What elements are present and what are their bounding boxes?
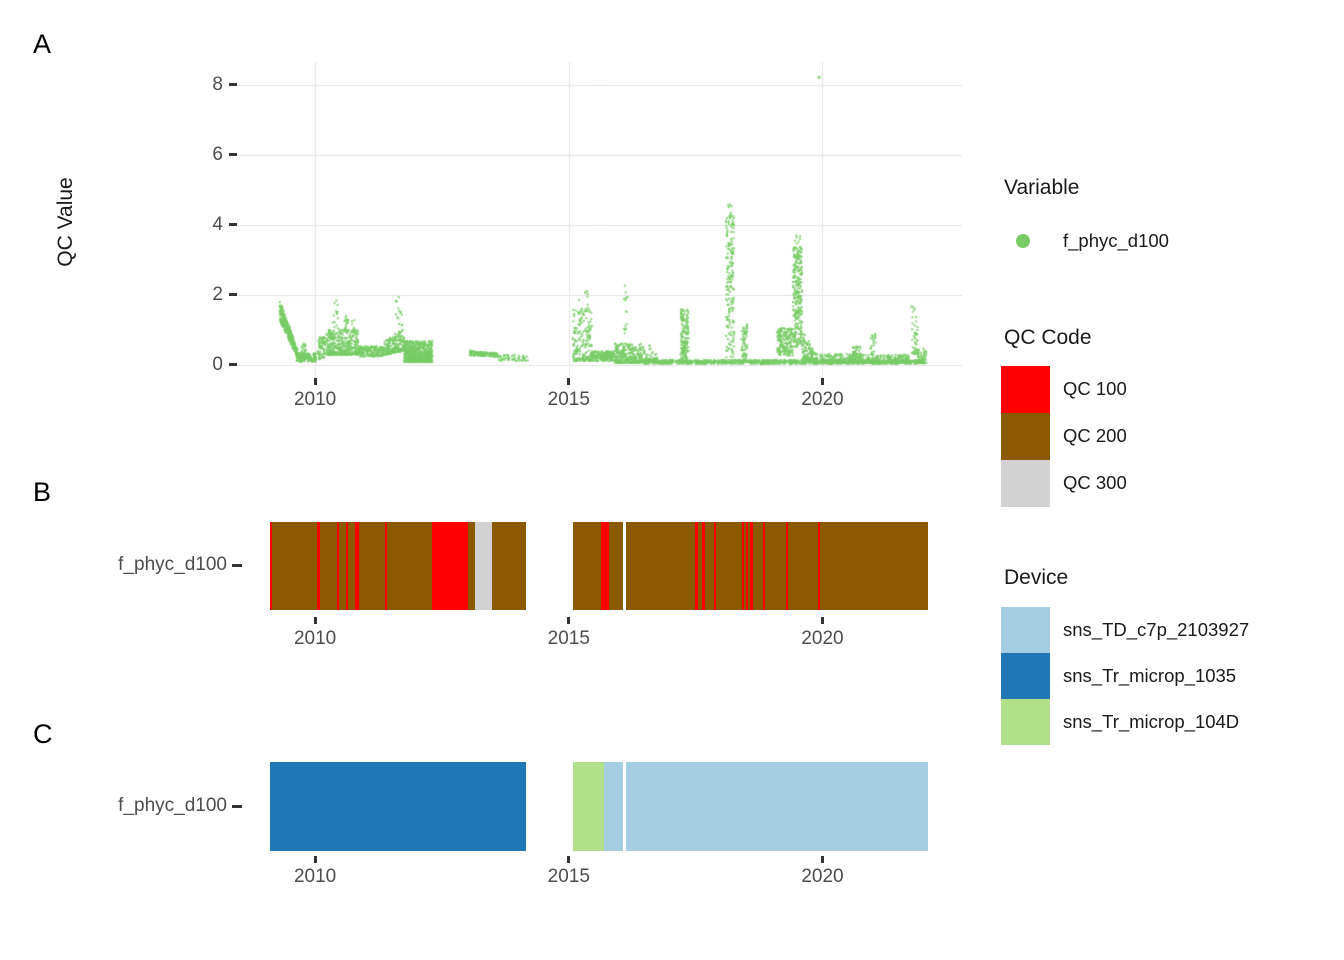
qc-code-segment: [763, 522, 766, 610]
legend-item-label: QC 100: [1063, 378, 1127, 399]
legend-item-label: sns_TD_c7p_2103927: [1063, 619, 1250, 640]
qc-code-segment: [601, 522, 609, 610]
panel-c-tag: C: [33, 719, 53, 749]
y-tick-label: 0: [212, 353, 223, 375]
x-tick-label: 2015: [547, 628, 590, 649]
y-tick-label: 8: [212, 73, 223, 95]
qc-code-segment: [269, 522, 272, 610]
qc-code-segment: [713, 522, 716, 610]
qc-code-segment: [702, 522, 706, 610]
device-segment: [625, 762, 928, 851]
legend-item-label: sns_Tr_microp_1035: [1063, 665, 1237, 686]
legend-swatch: [1001, 699, 1050, 745]
qc-code-segment: [785, 522, 788, 610]
qc-value-scatter-canvas: [237, 62, 962, 378]
axis-tick-mark: [313, 378, 317, 385]
y-tick-label: 6: [212, 143, 223, 165]
axis-tick-mark: [232, 564, 242, 567]
legend-swatch: [1001, 413, 1050, 460]
device-segment: [572, 762, 605, 851]
axis-tick-mark: [229, 293, 237, 296]
axis-tick-mark: [567, 378, 571, 385]
panel-a-tag: A: [33, 29, 52, 59]
row-label-device-bar: f_phyc_d100: [118, 795, 227, 816]
legend-swatch: [1001, 460, 1050, 507]
x-tick-label: 2015: [547, 389, 590, 410]
qc-code-segment: [346, 522, 349, 610]
qc-code-segment: [385, 522, 388, 610]
axis-tick-mark: [229, 363, 237, 366]
qc-code-timeline-bar: [237, 522, 962, 610]
legend-item-label: QC 300: [1063, 472, 1127, 493]
device-timeline-bar: [237, 762, 962, 851]
legend-item-label: f_phyc_d100: [1063, 230, 1169, 251]
axis-tick-mark: [313, 617, 317, 624]
qc-code-segment: [336, 522, 339, 610]
legend-swatch: [1001, 653, 1050, 699]
x-tick-label: 2015: [547, 866, 590, 887]
qc-code-segment: [355, 522, 360, 610]
axis-tick-mark: [229, 223, 237, 226]
qc-code-segment: [745, 522, 748, 610]
panel-a-plot-area: [237, 62, 962, 378]
y-tick-label: 2: [212, 283, 223, 305]
qc-code-segment: [317, 522, 321, 610]
axis-tick-mark: [229, 83, 237, 86]
legend-point-icon: [1016, 234, 1030, 248]
qc-code-segment: [695, 522, 699, 610]
axis-tick-mark: [567, 856, 571, 863]
x-tick-label: 2010: [293, 866, 337, 887]
legend-device-title: Device: [1004, 566, 1069, 589]
legend-variable-title: Variable: [1004, 176, 1080, 199]
axis-tick-mark: [820, 617, 824, 624]
device-segment: [269, 762, 527, 851]
axis-tick-mark: [229, 153, 237, 156]
legend-item-label: sns_Tr_microp_104D: [1063, 711, 1240, 732]
x-tick-label: 2010: [293, 628, 337, 649]
axis-tick-mark: [567, 617, 571, 624]
axis-tick-mark: [232, 805, 242, 808]
qc-code-segment: [432, 522, 468, 610]
qc-value-axis-title: QC Value: [54, 177, 77, 267]
qc-code-segment: [474, 522, 493, 610]
legend-swatch: [1001, 366, 1050, 413]
x-tick-label: 2020: [801, 866, 844, 887]
qc-code-segment: [817, 522, 820, 610]
qc-code-segment: [749, 522, 753, 610]
qc-code-segment: [625, 522, 928, 610]
device-segment: [604, 762, 623, 851]
x-tick-label: 2020: [801, 389, 844, 410]
axis-tick-mark: [820, 856, 824, 863]
qc-code-segment: [741, 522, 744, 610]
legend-swatch: [1001, 607, 1050, 653]
legend-qc-title: QC Code: [1004, 326, 1092, 349]
y-tick-label: 4: [212, 213, 223, 235]
x-tick-label: 2020: [801, 628, 844, 649]
axis-tick-mark: [820, 378, 824, 385]
legend-item-label: QC 200: [1063, 425, 1127, 446]
axis-tick-mark: [313, 856, 317, 863]
row-label-qc-bar: f_phyc_d100: [118, 554, 227, 575]
qc-code-segment: [572, 522, 623, 610]
x-tick-label: 2010: [293, 389, 337, 410]
panel-b-tag: B: [33, 477, 52, 507]
